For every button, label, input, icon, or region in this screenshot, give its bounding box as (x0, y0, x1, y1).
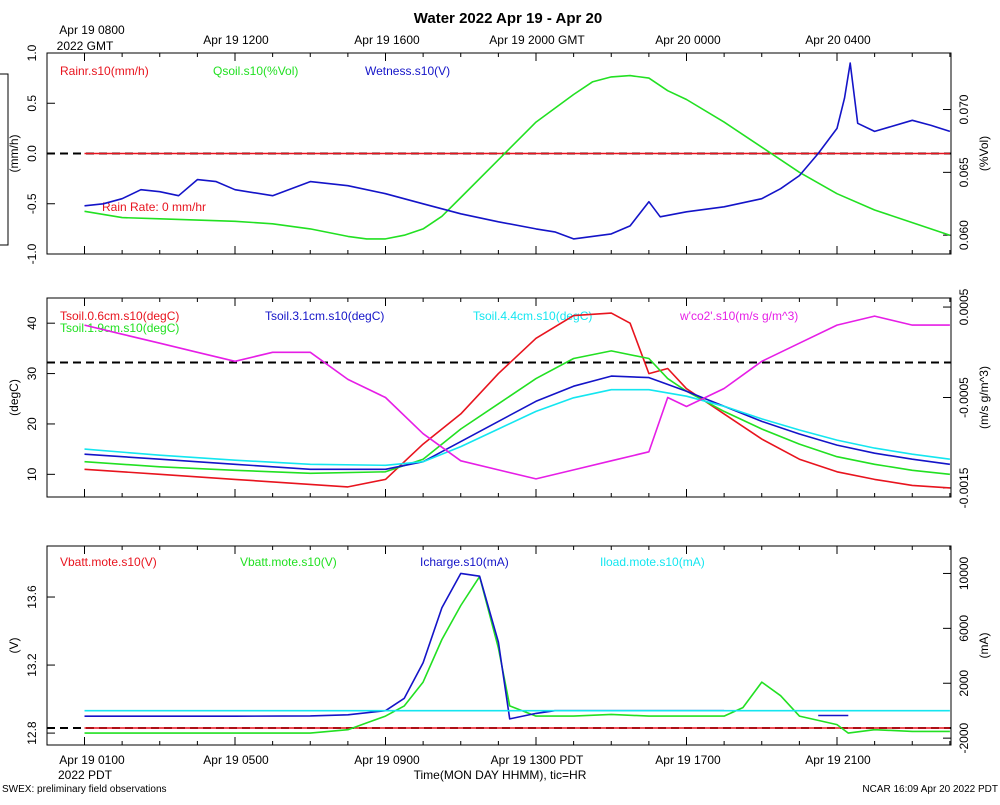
panel-1-legend-1: Tsoil.1.9cm.s10(degC) (60, 321, 179, 335)
footer-left: SWEX: preliminary field observations (2, 784, 167, 795)
panel-0-ylabel-left: (mm/h) (7, 135, 21, 173)
panel-2-frame (46, 545, 952, 746)
panel-1-ytick-left-label: 40 (25, 316, 39, 330)
panel-2-series-2 (84, 572, 725, 720)
panel-1-series-1 (84, 350, 950, 476)
panel-0-ylabel-right: (%Vol) (977, 136, 991, 171)
panel-2: 13.6 13.2 12.8 10000 6000 2000 -2000 (V) (mA) Vba… (7, 545, 991, 753)
panel-0-series-2 (84, 62, 951, 240)
panel-2-ytick-left-label: 12.8 (25, 721, 39, 745)
panel-1-ytick-left-label: 30 (25, 367, 39, 381)
bottom-time-label-5: Apr 19 2100 (805, 753, 871, 767)
panel-0: 1.0 0.5 0.0 -0.5 -1.0 0.070 0.065 0.060 (mm/h) (%… (7, 44, 991, 264)
panel-1-ylabel-left: (degC) (7, 379, 21, 416)
panel-1-ytick-right-label: -0.0005 (957, 377, 971, 418)
top-time-label-3: Apr 19 2000 GMT (489, 33, 585, 47)
panel-1-series-3 (84, 388, 951, 467)
bottom-time-label-3: Apr 19 1300 PDT (491, 753, 584, 767)
panel-2-ylabel-right: (mA) (977, 633, 991, 659)
panel-2-legend-0: Vbatt.mote.s10(V) (60, 555, 157, 569)
panel-2-ytick-right-label: -2000 (957, 722, 971, 753)
panel-1-legend-4: w'co2'.s10(m/s g/m^3) (679, 309, 798, 323)
panel-0-ytick-right-label: 0.065 (957, 157, 971, 187)
panel-2-legend-2: Icharge.s10(mA) (420, 555, 509, 569)
panel-1-ytick-right-label: 0.0005 (957, 288, 971, 325)
panel-0-legend-1: Qsoil.s10(%Vol) (213, 64, 298, 78)
top-time-label-5: Apr 20 0400 (805, 33, 871, 47)
panel-2-series-1 (84, 575, 950, 734)
panel-1-ytick-left-label: 20 (25, 417, 39, 431)
panel-2-ytick-right-label: 2000 (957, 670, 971, 697)
panel-0-ytick-right-label: 0.070 (957, 94, 971, 124)
panel-2-ytick-left-label: 13.2 (25, 653, 39, 677)
panel-2-ytick-right-label: 10000 (957, 556, 971, 590)
panel-2-ytick-left-label: 13.6 (25, 585, 39, 609)
panel-0-legend-0: Rainr.s10(mm/h) (60, 64, 149, 78)
panel-0-ytick-left-label: -1.0 (25, 243, 39, 264)
x-axis-label: Time(MON DAY HHMM), tic=HR (414, 768, 587, 782)
panel-0-ytick-left-label: 0.0 (25, 145, 39, 162)
panel-0-ytick-left-label: 1.0 (25, 44, 39, 61)
panel-2-legend-1: Vbatt.mote.s10(V) (240, 555, 337, 569)
panel-0-ytick-left-label: 0.5 (25, 95, 39, 112)
chart-title: Water 2022 Apr 19 - Apr 20 (414, 10, 602, 27)
panel-0-ytick-left-label: -0.5 (25, 193, 39, 214)
top-year-label: 2022 GMT (57, 39, 114, 53)
bottom-time-label-4: Apr 19 1700 (655, 753, 721, 767)
panel-2-ylabel-left: (V) (7, 638, 21, 654)
top-time-label-0: Apr 19 0800 (59, 23, 125, 37)
panel-2-legend-3: Iload.mote.s10(mA) (600, 555, 705, 569)
bottom-time-label-1: Apr 19 0500 (203, 753, 269, 767)
top-time-label-2: Apr 19 1600 (354, 33, 420, 47)
panel-0-series-1 (84, 74, 951, 240)
panel-1-legend-3: Tsoil.4.4cm.s10(degC) (473, 309, 592, 323)
panel-0-ytick-right-label: 0.060 (957, 220, 971, 250)
panel-1-legend-0: Tsoil.0.6cm.s10(degC) (60, 309, 179, 323)
bottom-time-label-2: Apr 19 0900 (354, 753, 420, 767)
panel-1-ytick-left-label: 10 (25, 467, 39, 481)
panel-1-ytick-right-label: -0.0015 (957, 467, 971, 508)
panel-1-series-2 (84, 375, 951, 471)
edge-fragment-top (0, 73, 9, 246)
top-time-label-4: Apr 20 0000 (655, 33, 721, 47)
bottom-time-label-0: Apr 19 0100 (59, 753, 125, 767)
panel-1-legend-2: Tsoil.3.1cm.s10(degC) (265, 309, 384, 323)
panel-1: 40 30 20 10 0.0005 -0.0005 -0.0015 (degC) (m/s g… (7, 288, 991, 508)
top-time-label-1: Apr 19 1200 (203, 33, 269, 47)
panel-2-ytick-right-label: 6000 (957, 615, 971, 642)
footer-right: NCAR 16:09 Apr 20 2022 PDT (862, 784, 998, 795)
panel-1-series-0 (84, 312, 950, 489)
panel-0-annotation: Rain Rate: 0 mm/hr (102, 200, 206, 214)
bottom-year-label: 2022 PDT (58, 768, 113, 782)
panel-0-legend-2: Wetness.s10(V) (365, 64, 450, 78)
panel-1-ylabel-right: (m/s g/m^3) (977, 366, 991, 429)
panel-1-series-4 (84, 315, 950, 480)
